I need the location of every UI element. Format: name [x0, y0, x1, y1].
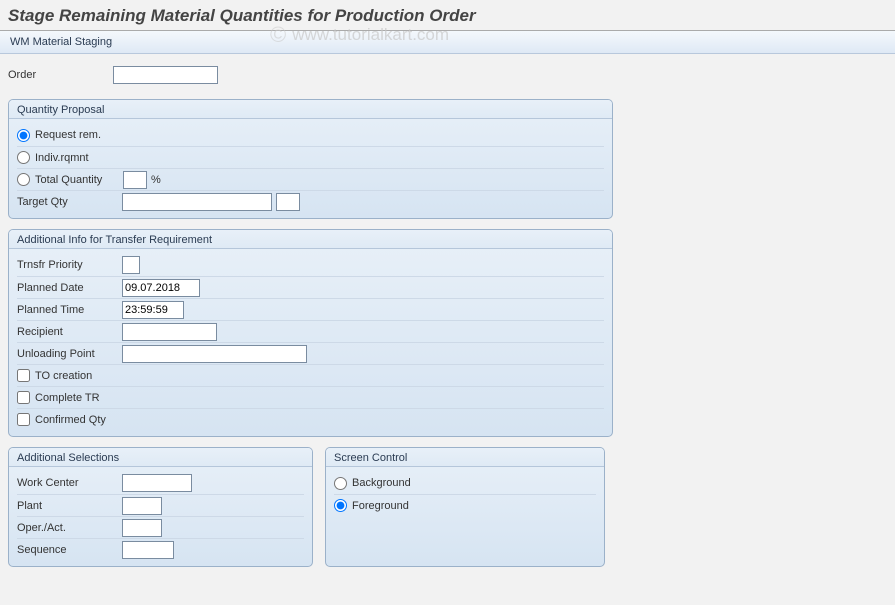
background-label: Background — [352, 477, 411, 489]
target-qty-label: Target Qty — [17, 196, 122, 208]
planned-date-label: Planned Date — [17, 282, 122, 294]
plant-input[interactable] — [122, 497, 162, 515]
trnsfr-priority-input[interactable] — [122, 256, 140, 274]
screen-control-title: Screen Control — [326, 448, 604, 467]
planned-time-label: Planned Time — [17, 304, 122, 316]
complete-tr-label: Complete TR — [35, 392, 100, 404]
planned-time-input[interactable] — [122, 301, 184, 319]
qp-indiv-rqmnt-row: Indiv.rqmnt — [17, 146, 604, 168]
additional-selections-group: Additional Selections Work Center Plant … — [8, 447, 313, 567]
sequence-input[interactable] — [122, 541, 174, 559]
to-creation-label: TO creation — [35, 370, 92, 382]
page-title: Stage Remaining Material Quantities for … — [0, 0, 895, 31]
quantity-proposal-title: Quantity Proposal — [9, 100, 612, 119]
subheader: WM Material Staging — [0, 31, 895, 54]
order-label: Order — [8, 69, 113, 81]
recipient-input[interactable] — [122, 323, 217, 341]
unloading-point-label: Unloading Point — [17, 348, 122, 360]
recipient-label: Recipient — [17, 326, 122, 338]
target-qty-unit-input[interactable] — [276, 193, 300, 211]
qp-request-rem-row: Request rem. — [17, 124, 604, 146]
plant-label: Plant — [17, 500, 122, 512]
indiv-rqmnt-radio[interactable] — [17, 151, 30, 164]
sequence-label: Sequence — [17, 544, 122, 556]
trnsfr-priority-label: Trnsfr Priority — [17, 259, 122, 271]
unloading-point-input[interactable] — [122, 345, 307, 363]
planned-date-input[interactable] — [122, 279, 200, 297]
total-quantity-radio[interactable] — [17, 173, 30, 186]
screen-control-group: Screen Control Background Foreground — [325, 447, 605, 567]
qp-total-quantity-row: Total Quantity % — [17, 168, 604, 190]
total-quantity-pct-input[interactable] — [123, 171, 147, 189]
background-radio[interactable] — [334, 477, 347, 490]
work-center-label: Work Center — [17, 477, 122, 489]
quantity-proposal-group: Quantity Proposal Request rem. Indiv.rqm… — [8, 99, 613, 219]
target-qty-input[interactable] — [122, 193, 272, 211]
qp-target-qty-row: Target Qty — [17, 190, 604, 212]
request-rem-label: Request rem. — [35, 129, 101, 141]
foreground-label: Foreground — [352, 500, 409, 512]
foreground-radio[interactable] — [334, 499, 347, 512]
indiv-rqmnt-label: Indiv.rqmnt — [35, 152, 89, 164]
confirmed-qty-checkbox[interactable] — [17, 413, 30, 426]
total-quantity-label: Total Quantity — [35, 174, 123, 186]
oper-act-input[interactable] — [122, 519, 162, 537]
confirmed-qty-label: Confirmed Qty — [35, 414, 106, 426]
work-center-input[interactable] — [122, 474, 192, 492]
content-area: Order Quantity Proposal Request rem. Ind… — [0, 54, 895, 587]
additional-selections-title: Additional Selections — [9, 448, 312, 467]
oper-act-label: Oper./Act. — [17, 522, 122, 534]
transfer-req-title: Additional Info for Transfer Requirement — [9, 230, 612, 249]
order-input[interactable] — [113, 66, 218, 84]
to-creation-checkbox[interactable] — [17, 369, 30, 382]
pct-symbol: % — [151, 174, 161, 186]
complete-tr-checkbox[interactable] — [17, 391, 30, 404]
request-rem-radio[interactable] — [17, 129, 30, 142]
order-row: Order — [8, 64, 887, 85]
transfer-req-group: Additional Info for Transfer Requirement… — [8, 229, 613, 437]
